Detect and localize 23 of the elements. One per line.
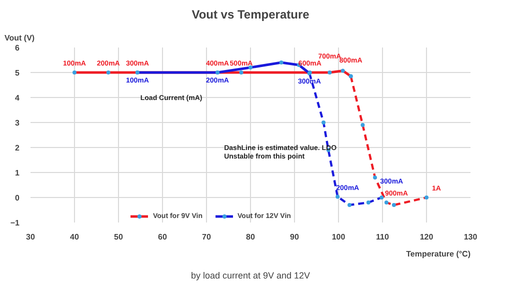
x-tick-label: 120: [420, 232, 434, 242]
y-tick-label: 1: [15, 168, 20, 178]
x-tick-label: 130: [464, 232, 478, 242]
x-tick-label: 40: [70, 232, 80, 242]
y-tick-label: 2: [15, 144, 20, 152]
y-tick-label: 4: [15, 94, 20, 102]
y-tick-label: 6: [15, 44, 20, 52]
y-tick-label: 5: [15, 68, 20, 78]
x-tick-label: 110: [376, 232, 390, 242]
y-tick-label: 3: [15, 118, 20, 128]
x-tick-label: 30: [26, 232, 36, 242]
x-tick-label: 50: [114, 232, 124, 242]
x-tick-label: 90: [290, 232, 300, 242]
chart-title: Vout vs Temperature: [192, 8, 310, 22]
y-tick-label: −1: [10, 218, 20, 228]
y-axis-title: Vout (V): [4, 34, 35, 42]
x-tick-label: 70: [202, 232, 212, 242]
x-tick-label: 80: [246, 232, 256, 242]
x-tick-label: 60: [158, 232, 168, 242]
y-tick-label: 0: [15, 194, 20, 202]
x-axis-title: Temperature (°C): [406, 250, 471, 258]
text: by load current at 9V and 12V: [190, 270, 310, 280]
x-tick-label: 100: [332, 232, 346, 242]
